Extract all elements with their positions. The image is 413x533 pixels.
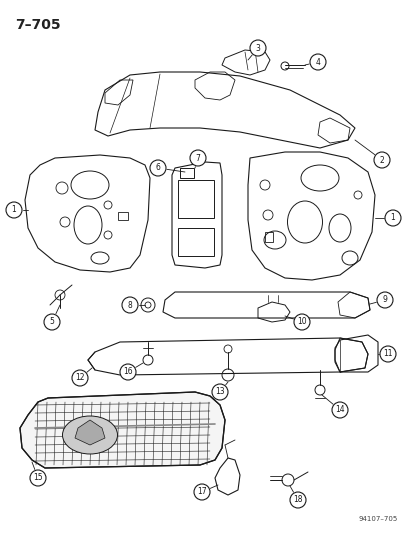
Circle shape xyxy=(384,210,400,226)
Text: 1: 1 xyxy=(12,206,17,214)
Circle shape xyxy=(373,152,389,168)
Circle shape xyxy=(150,160,166,176)
Circle shape xyxy=(331,402,347,418)
Circle shape xyxy=(379,346,395,362)
Circle shape xyxy=(289,492,305,508)
Circle shape xyxy=(249,40,266,56)
Text: 10: 10 xyxy=(297,318,306,327)
Text: 3: 3 xyxy=(255,44,260,52)
Circle shape xyxy=(6,202,22,218)
Circle shape xyxy=(30,470,46,486)
Polygon shape xyxy=(75,420,105,445)
Text: 7–705: 7–705 xyxy=(15,18,60,32)
Text: 11: 11 xyxy=(382,350,392,359)
Text: 4: 4 xyxy=(315,58,320,67)
Text: 5: 5 xyxy=(50,318,54,327)
Text: 6: 6 xyxy=(155,164,160,173)
Text: 18: 18 xyxy=(292,496,302,505)
Text: 15: 15 xyxy=(33,473,43,482)
Text: 12: 12 xyxy=(75,374,85,383)
Circle shape xyxy=(122,297,138,313)
Text: 2: 2 xyxy=(379,156,383,165)
Text: 9: 9 xyxy=(382,295,387,304)
Circle shape xyxy=(194,484,209,500)
Text: 7: 7 xyxy=(195,154,200,163)
Text: 94107–705: 94107–705 xyxy=(358,516,397,522)
Circle shape xyxy=(190,150,206,166)
Text: 14: 14 xyxy=(335,406,344,415)
Polygon shape xyxy=(20,392,224,468)
Circle shape xyxy=(44,314,60,330)
Circle shape xyxy=(376,292,392,308)
Text: 1: 1 xyxy=(390,214,394,222)
Ellipse shape xyxy=(62,416,117,454)
Circle shape xyxy=(120,364,136,380)
Text: 8: 8 xyxy=(127,301,132,310)
Circle shape xyxy=(293,314,309,330)
Circle shape xyxy=(72,370,88,386)
Circle shape xyxy=(211,384,228,400)
Circle shape xyxy=(309,54,325,70)
Text: 17: 17 xyxy=(197,488,206,497)
Text: 13: 13 xyxy=(215,387,224,397)
Text: 16: 16 xyxy=(123,367,133,376)
